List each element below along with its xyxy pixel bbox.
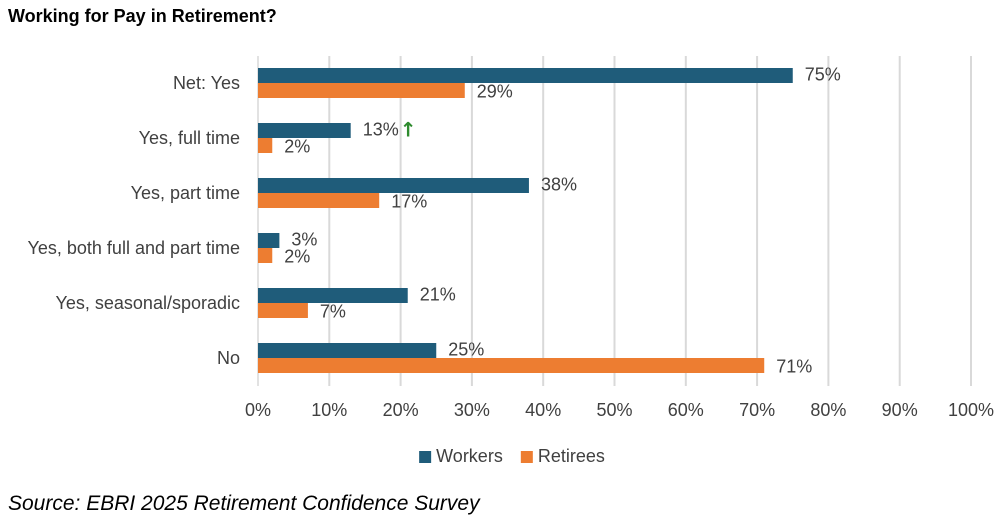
up-arrow-icon: ↑ [400,118,417,142]
bar-workers [258,178,529,193]
legend-swatch-workers [419,451,432,463]
data-label: 71% [776,357,812,377]
bar-retirees [258,83,465,98]
x-tick-label: 30% [454,400,490,420]
x-tick-label: 70% [739,400,775,420]
data-label: 7% [320,302,346,322]
bar-workers [258,233,280,248]
bar-workers [258,68,793,83]
data-label: 3% [291,230,317,250]
bar-retirees [258,358,765,373]
x-tick-label: 90% [882,400,918,420]
bar-workers [258,288,408,303]
bar-retirees [258,303,308,318]
category-label: No [217,348,240,368]
data-label: 38% [541,175,577,195]
bar-retirees [258,193,380,208]
category-label: Yes, both full and part time [28,238,240,258]
legend-swatch-retirees [520,451,533,463]
x-tick-label: 80% [810,400,846,420]
x-tick-label: 40% [525,400,561,420]
x-tick-label: 50% [596,400,632,420]
data-label: 2% [284,247,310,267]
data-label: 2% [284,137,310,157]
chart-title: Working for Pay in Retirement? [8,6,277,26]
category-label: Yes, full time [139,128,240,148]
legend-label-retirees: Retirees [538,446,605,466]
data-label: 25% [448,340,484,360]
data-label: 13% [363,120,399,140]
data-label: 29% [477,82,513,102]
category-label: Yes, part time [131,183,240,203]
data-label: 75% [805,65,841,85]
x-tick-label: 20% [383,400,419,420]
bar-workers [258,123,351,138]
bar-retirees [258,248,273,263]
bar-workers [258,343,437,358]
category-label: Net: Yes [173,73,240,93]
data-label: 21% [420,285,456,305]
source-note: Source: EBRI 2025 Retirement Confidence … [8,492,480,515]
x-tick-label: 100% [948,400,994,420]
x-tick-label: 0% [245,400,271,420]
legend-label-workers: Workers [436,446,503,466]
x-tick-label: 10% [311,400,347,420]
bar-retirees [258,138,273,153]
data-label: 17% [391,192,427,212]
x-tick-label: 60% [668,400,704,420]
category-label: Yes, seasonal/sporadic [56,293,240,313]
